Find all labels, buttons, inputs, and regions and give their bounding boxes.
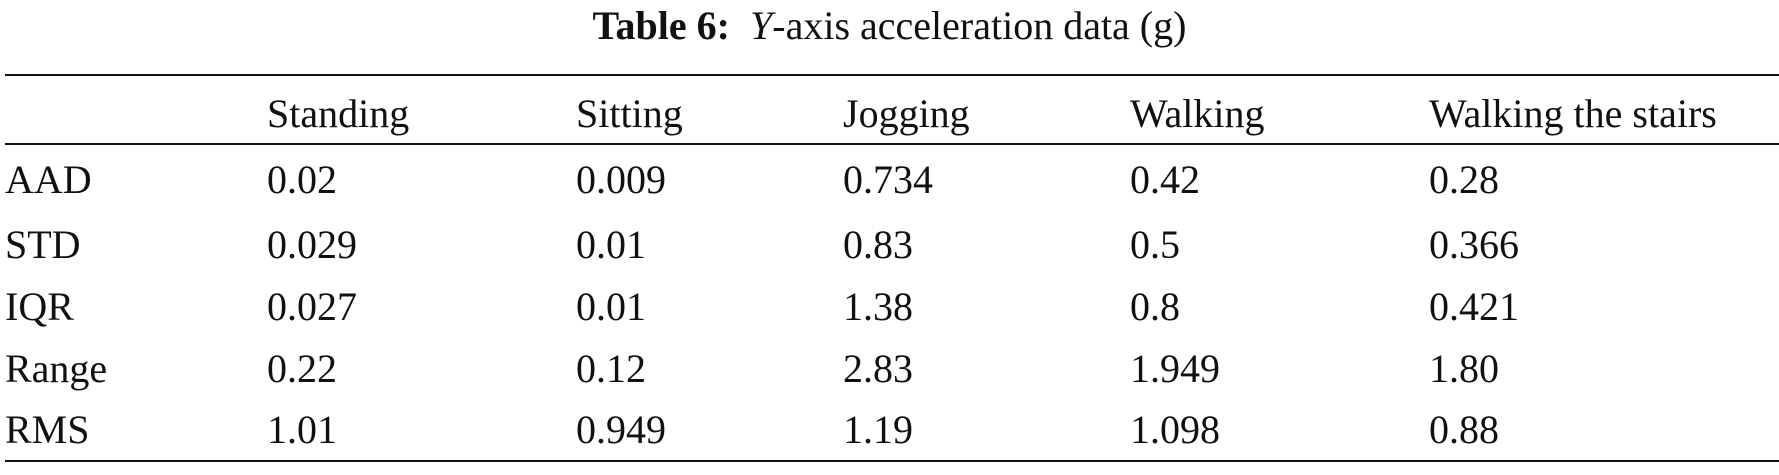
- table-cell: 1.38: [843, 283, 913, 329]
- table-row: RMS 1.01 0.949 1.19 1.098 0.88: [5, 399, 1779, 462]
- table-cell: 0.009: [576, 156, 666, 202]
- acceleration-table: Standing Sitting Jogging Walking Walking…: [5, 74, 1779, 462]
- table-cell: 0.42: [1130, 156, 1200, 202]
- table-row: STD 0.029 0.01 0.83 0.5 0.366: [5, 213, 1779, 275]
- table-cell: 0.5: [1130, 221, 1180, 267]
- table-cell: 1.098: [1130, 399, 1429, 462]
- header-cell-sitting: Sitting: [576, 74, 843, 145]
- row-label: RMS: [5, 399, 267, 462]
- table-cell: 0.027: [267, 283, 357, 329]
- caption-text: -axis acceleration data (g): [772, 3, 1187, 48]
- table-cell: 1.01: [267, 399, 576, 462]
- table-cell: 0.949: [576, 399, 843, 462]
- table-cell: 0.22: [267, 345, 337, 391]
- table-cell: 0.12: [576, 345, 646, 391]
- table-cell: 0.28: [1429, 156, 1499, 202]
- header-cell-empty: [5, 74, 267, 145]
- header-cell-jogging: Jogging: [843, 74, 1130, 145]
- table-cell: 0.83: [843, 221, 913, 267]
- table-cell: 0.8: [1130, 283, 1180, 329]
- table-cell: 0.01: [576, 221, 646, 267]
- table-cell: 0.029: [267, 221, 357, 267]
- row-label: Range: [5, 345, 108, 391]
- header-cell-walking: Walking: [1130, 74, 1429, 145]
- row-label: STD: [5, 221, 81, 267]
- table-row: Range 0.22 0.12 2.83 1.949 1.80: [5, 337, 1779, 399]
- table-cell: 0.88: [1429, 399, 1779, 462]
- table-cell: 0.02: [267, 156, 337, 202]
- caption-variable: Y: [750, 3, 773, 48]
- table-cell: 2.83: [843, 345, 913, 391]
- table-cell: 0.366: [1429, 221, 1519, 267]
- row-label: IQR: [5, 283, 74, 329]
- row-label: AAD: [5, 156, 92, 202]
- header-cell-standing: Standing: [267, 74, 576, 145]
- table-row: AAD 0.02 0.009 0.734 0.42 0.28: [5, 144, 1779, 213]
- table-cell: 0.01: [576, 283, 646, 329]
- table-cell: 0.734: [843, 156, 933, 202]
- header-row: Standing Sitting Jogging Walking Walking…: [5, 74, 1779, 145]
- table-cell: 1.19: [843, 399, 1130, 462]
- header-cell-walking-stairs: Walking the stairs: [1429, 74, 1779, 145]
- table-caption: Table 6: Y-axis acceleration data (g): [0, 0, 1779, 60]
- table-cell: 1.949: [1130, 345, 1220, 391]
- table-cell: 0.421: [1429, 283, 1519, 329]
- table-cell: 1.80: [1429, 345, 1499, 391]
- table-row: IQR 0.027 0.01 1.38 0.8 0.421: [5, 275, 1779, 337]
- caption-label: Table 6:: [592, 3, 730, 48]
